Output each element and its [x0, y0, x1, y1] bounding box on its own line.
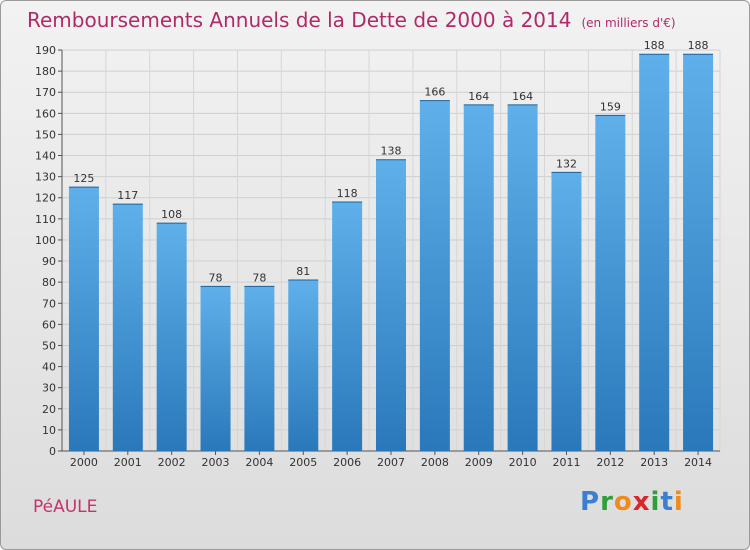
- y-tick-label: 80: [42, 276, 56, 289]
- bar: [244, 286, 275, 451]
- data-label: 166: [424, 86, 445, 99]
- x-tick-label: 2011: [552, 456, 580, 469]
- logo-letter: i: [650, 487, 661, 517]
- data-label: 138: [381, 145, 402, 158]
- data-label: 159: [600, 100, 621, 113]
- logo-letter: o: [613, 487, 633, 517]
- x-tick-label: 2006: [333, 456, 361, 469]
- logo-letter: r: [600, 487, 614, 517]
- y-tick-label: 0: [49, 445, 56, 458]
- y-tick-label: 90: [42, 255, 56, 268]
- data-label: 117: [117, 189, 138, 202]
- data-label: 78: [209, 271, 223, 284]
- bar: [463, 104, 494, 451]
- y-tick-label: 20: [42, 403, 56, 416]
- chart-subtitle: (en milliers d'€): [581, 16, 676, 30]
- x-tick-label: 2014: [684, 456, 712, 469]
- data-label: 108: [161, 208, 182, 221]
- x-tick-label: 2008: [421, 456, 449, 469]
- data-label: 132: [556, 157, 577, 170]
- y-tick-label: 120: [35, 192, 56, 205]
- x-tick-label: 2001: [114, 456, 142, 469]
- proxiti-logo: Proxiti: [580, 487, 684, 517]
- y-tick-label: 130: [35, 171, 56, 184]
- x-tick-label: 2010: [509, 456, 537, 469]
- y-tick-label: 30: [42, 382, 56, 395]
- y-tick-label: 170: [35, 86, 56, 99]
- y-tick-label: 10: [42, 424, 56, 437]
- y-tick-label: 60: [42, 318, 56, 331]
- x-tick-label: 2002: [158, 456, 186, 469]
- bar: [68, 187, 99, 451]
- y-tick-label: 70: [42, 297, 56, 310]
- data-label: 188: [688, 39, 709, 52]
- y-tick-label: 100: [35, 234, 56, 247]
- y-tick-label: 110: [35, 213, 56, 226]
- data-label: 188: [644, 39, 665, 52]
- bar: [288, 280, 319, 451]
- y-tick-label: 190: [35, 44, 56, 57]
- data-label: 118: [337, 187, 358, 200]
- y-tick-label: 40: [42, 361, 56, 374]
- logo-letter: P: [580, 487, 601, 517]
- logo-letter: i: [673, 487, 684, 517]
- x-tick-label: 2005: [289, 456, 317, 469]
- bar: [595, 115, 626, 451]
- bar: [551, 172, 582, 451]
- bars: [68, 53, 714, 451]
- data-label: 164: [468, 90, 489, 103]
- data-label: 125: [73, 172, 94, 185]
- data-label: 78: [252, 271, 266, 284]
- logo-letter: x: [632, 487, 651, 517]
- bar: [156, 223, 187, 451]
- data-label: 164: [512, 90, 533, 103]
- logo-letter: t: [660, 487, 674, 517]
- bar: [419, 100, 450, 451]
- bar: [376, 159, 406, 451]
- x-tick-label: 2013: [640, 456, 668, 469]
- y-tick-label: 180: [35, 65, 56, 78]
- bar: [112, 204, 143, 451]
- x-tick-label: 2003: [202, 456, 230, 469]
- y-tick-label: 160: [35, 107, 56, 120]
- data-label: 81: [296, 265, 310, 278]
- bar: [332, 201, 363, 451]
- bar: [507, 104, 538, 451]
- x-tick-label: 2007: [377, 456, 405, 469]
- y-tick-label: 140: [35, 150, 56, 163]
- x-tick-label: 2012: [596, 456, 624, 469]
- chart-title-text: Remboursements Annuels de la Dette de 20…: [27, 8, 572, 32]
- bar: [639, 54, 670, 451]
- y-tick-label: 150: [35, 128, 56, 141]
- x-tick-label: 2004: [245, 456, 273, 469]
- labels: 0 10 20 30 40 50 60 70 80 90 100 110 120 130 140 150 160…: [35, 39, 712, 469]
- bar: [683, 54, 714, 451]
- y-tick-label: 50: [42, 339, 56, 352]
- chart-title: Remboursements Annuels de la Dette de 20…: [27, 8, 676, 32]
- bar: [200, 286, 231, 451]
- x-tick-label: 2000: [70, 456, 98, 469]
- commune-name: PéAULE: [33, 497, 98, 517]
- x-tick-label: 2009: [465, 456, 493, 469]
